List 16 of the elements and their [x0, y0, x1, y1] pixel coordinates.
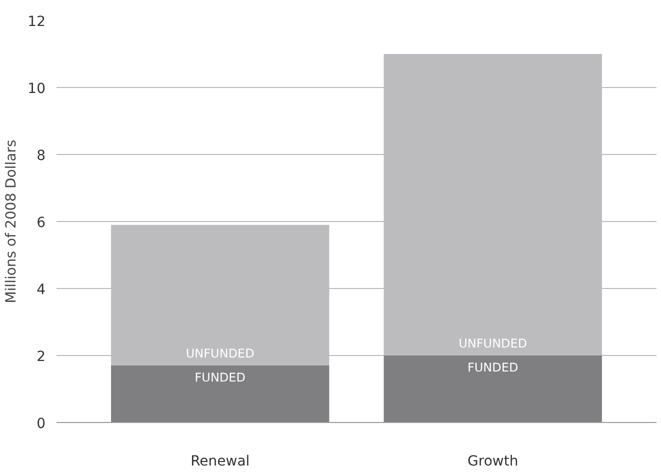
- y-tick-label: 6: [36, 215, 46, 231]
- y-tick-label: 0: [36, 416, 46, 432]
- y-tick-label: 8: [36, 148, 46, 164]
- text: UNFUNDED: [458, 336, 528, 351]
- y-axis-title: Millions of 2008 Dollars: [4, 140, 20, 304]
- x-tick-label: Renewal: [190, 454, 250, 470]
- bar: [384, 356, 602, 422]
- series-label: FUNDED: [194, 370, 246, 384]
- bar: [111, 366, 330, 422]
- series-label: UNFUNDED: [186, 346, 254, 361]
- x-tick-label: Growth: [468, 454, 518, 470]
- y-tick-label: 2: [36, 349, 46, 365]
- text: FUNDED: [468, 360, 518, 374]
- y-tick-label: 10: [28, 81, 46, 97]
- y-tick-label: 4: [36, 282, 46, 298]
- y-tick-label: 12: [28, 14, 46, 30]
